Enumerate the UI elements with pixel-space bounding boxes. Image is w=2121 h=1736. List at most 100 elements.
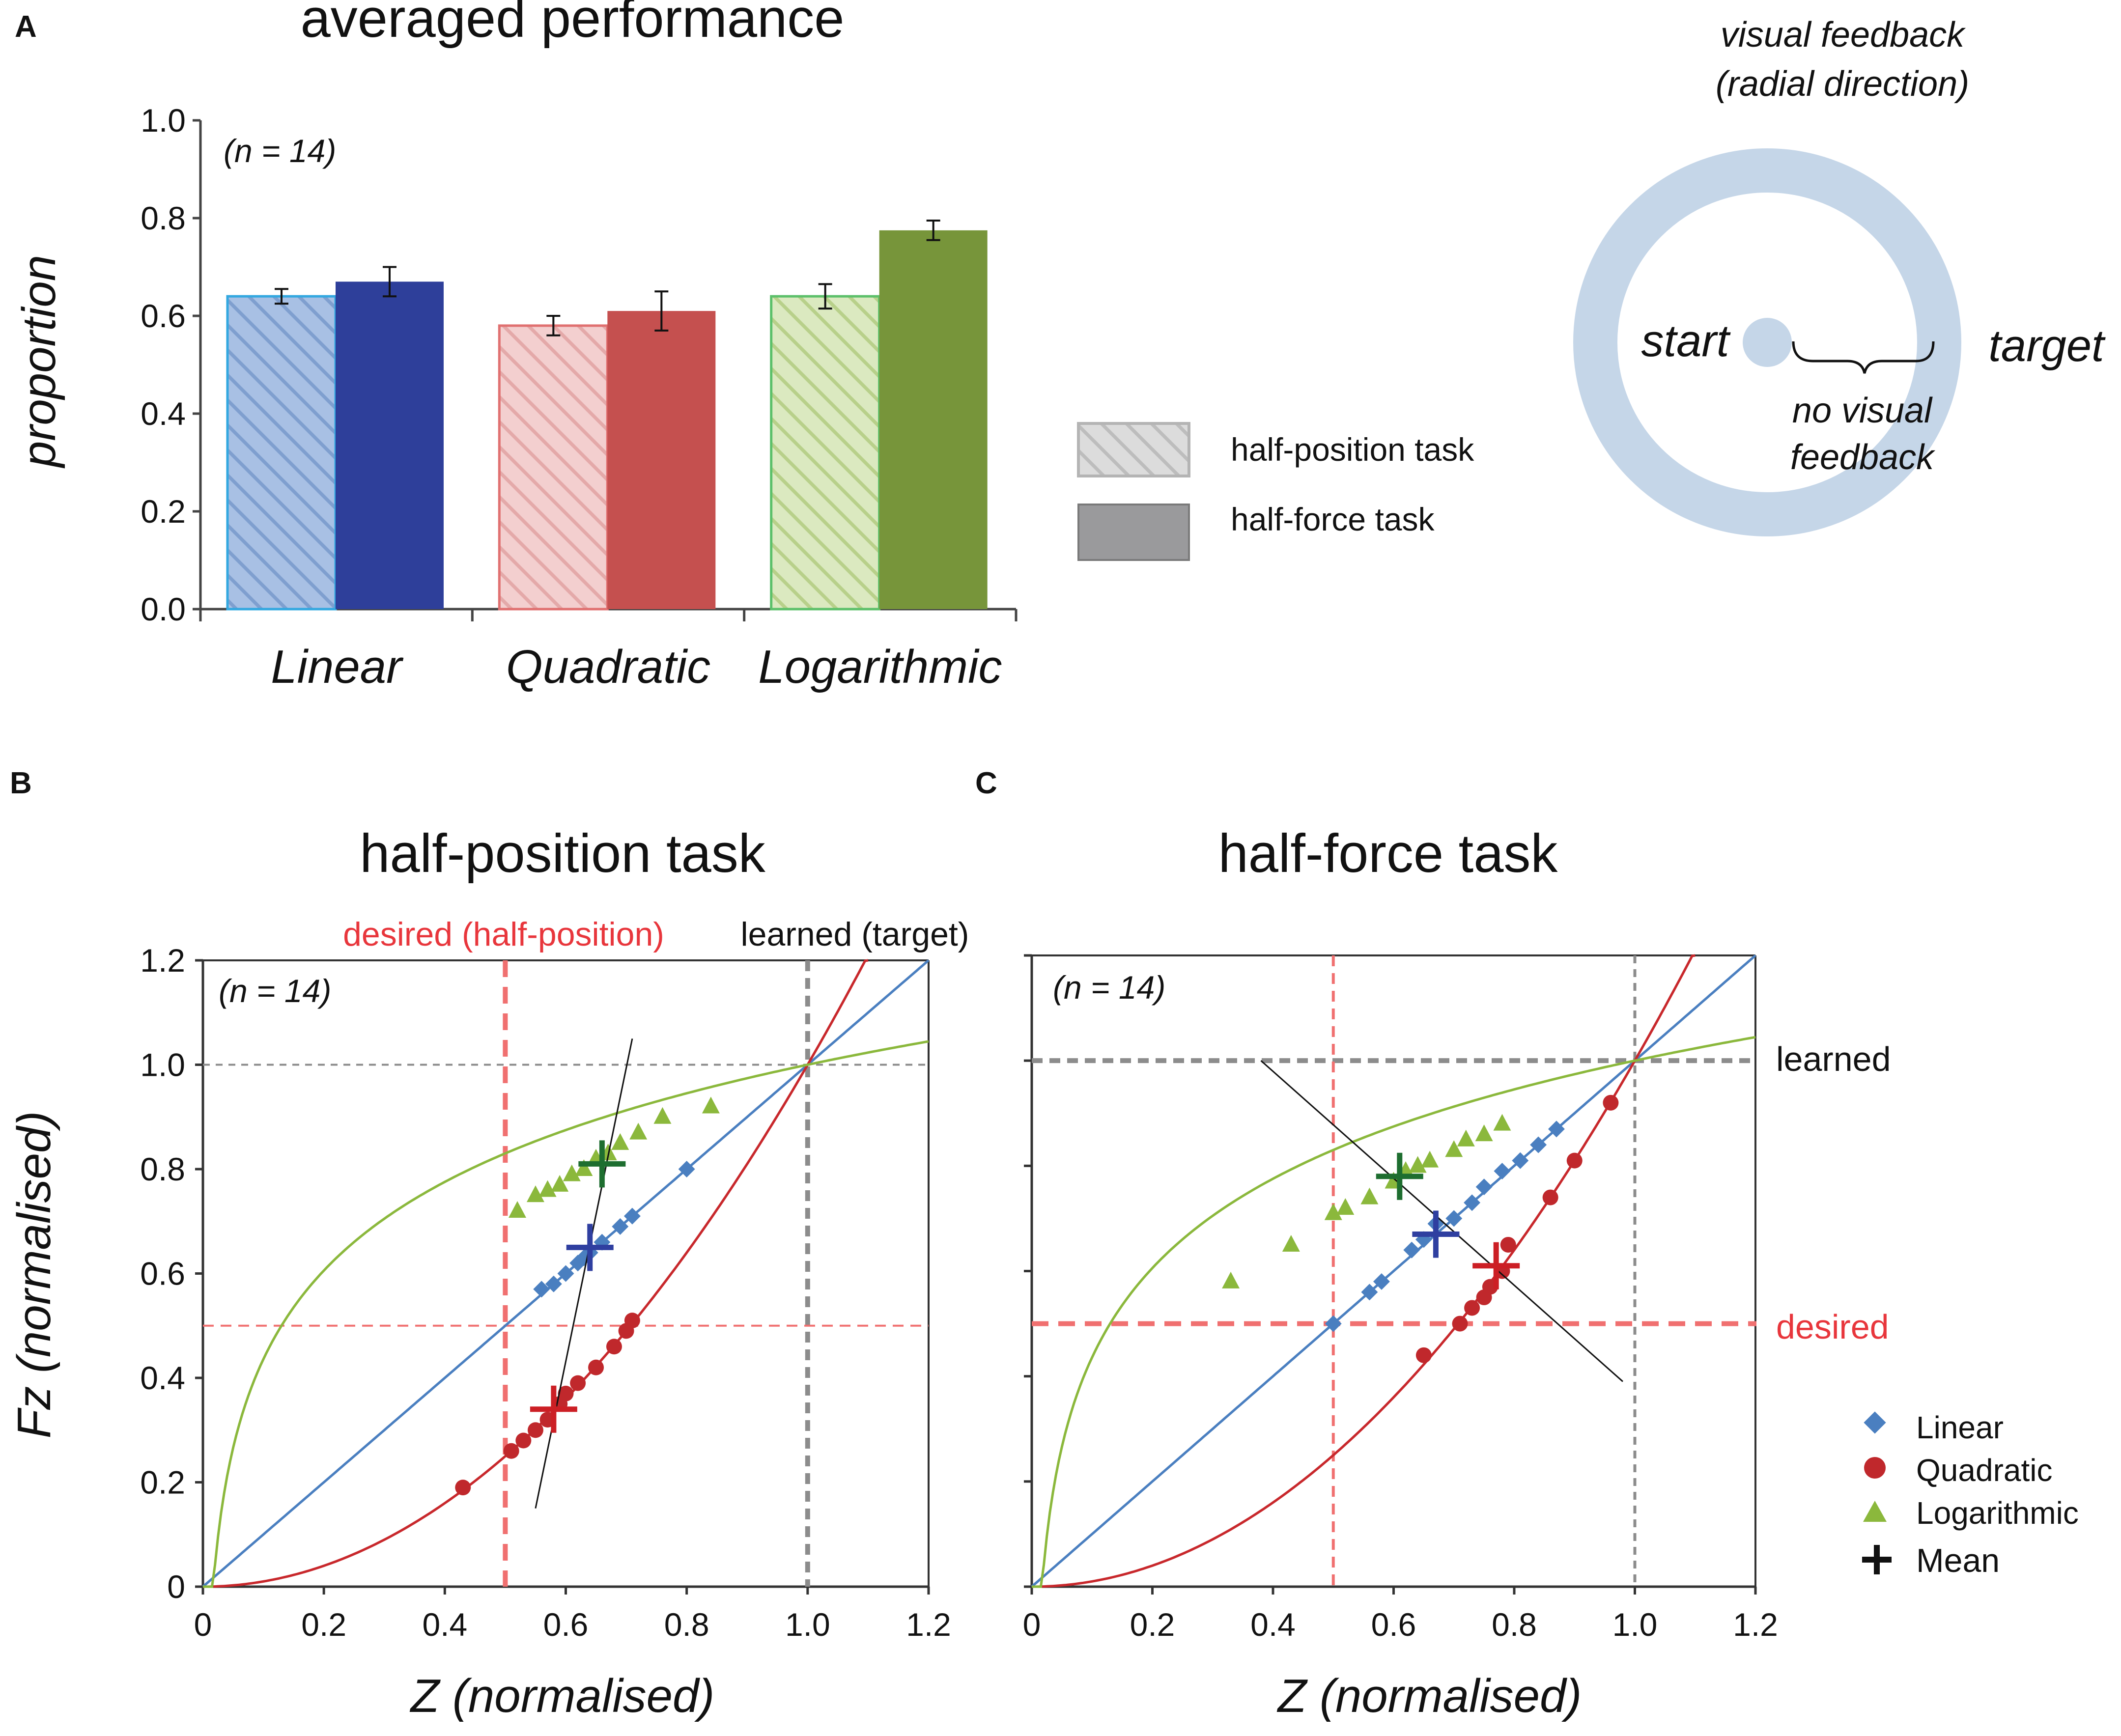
chart-b-xtick-label: 0.6 — [543, 1606, 589, 1643]
point-quadratic — [515, 1432, 532, 1449]
chart-b-ytick-label: 1.2 — [140, 942, 185, 979]
point-quadratic — [624, 1313, 640, 1329]
chart-a-category-label: Linear — [271, 641, 404, 693]
point-logarithmic — [1324, 1203, 1342, 1220]
no-feedback-brace — [1792, 341, 1935, 374]
point-logarithmic — [1493, 1114, 1511, 1131]
chart-a-category-label: Logarithmic — [758, 641, 1002, 693]
legend-marker-logarithmic — [1863, 1501, 1887, 1522]
point-logarithmic — [538, 1180, 557, 1197]
point-logarithmic — [1421, 1150, 1439, 1168]
point-linear — [1373, 1273, 1390, 1290]
chart-c-xlabel: Z (normalised) — [1277, 1670, 1582, 1722]
logarithmic-curve — [1032, 1036, 1756, 1588]
chart-b-ytick-label: 1.0 — [140, 1047, 185, 1083]
point-logarithmic — [1222, 1271, 1240, 1288]
point-linear — [1475, 1178, 1493, 1196]
point-logarithmic — [702, 1096, 720, 1114]
chart-c-xtick-label: 0.6 — [1371, 1606, 1416, 1643]
point-logarithmic — [1360, 1187, 1379, 1204]
point-quadratic — [1415, 1347, 1432, 1363]
quadratic-curve — [1032, 954, 1696, 1588]
legend-label-quadratic: Quadratic — [1916, 1453, 2052, 1488]
chart-c-xtick-label: 0.4 — [1250, 1606, 1296, 1643]
target-label: target — [1988, 321, 2106, 371]
chart-b-xtick-label: 0.8 — [664, 1606, 709, 1643]
legend-swatch-solid — [1077, 504, 1190, 561]
legend-label-half-force: half-force task — [1231, 501, 1435, 537]
chart-b-xtick-label: 1.0 — [785, 1606, 830, 1643]
chart-a-axes: 0.0 0.2 0.4 0.6 0.8 1.0 — [141, 102, 1018, 627]
point-quadratic — [588, 1359, 604, 1375]
no-feedback-line2: feedback — [1790, 438, 1936, 477]
chart-b-ytick-label: 0.8 — [140, 1151, 185, 1187]
point-linear — [1325, 1315, 1342, 1332]
chart-b-xtick-label: 0 — [194, 1606, 212, 1643]
point-linear — [1530, 1136, 1547, 1153]
legend-label-mean: Mean — [1916, 1542, 2000, 1579]
point-quadratic — [570, 1375, 586, 1391]
legend-label-half-position: half-position task — [1231, 431, 1474, 468]
point-linear — [678, 1161, 695, 1177]
chart-a-ylabel: proportion — [13, 255, 65, 469]
point-linear — [1403, 1241, 1420, 1259]
chart-c-legend: Linear Quadratic Logarithmic Mean — [1862, 1410, 2079, 1579]
chart-c-xtick-label: 0 — [1023, 1606, 1041, 1643]
diagram-title-line1: visual feedback — [1721, 15, 1966, 55]
chart-b-learned-label: learned (target) — [741, 916, 969, 953]
panel-a: A averaged performance (n = 14) proporti… — [13, 0, 1474, 693]
point-quadratic — [558, 1385, 574, 1401]
chart-b-xtick-label: 1.2 — [906, 1606, 951, 1643]
feedback-diagram: visual feedback (radial direction) start… — [1573, 15, 2106, 536]
point-linear — [533, 1281, 550, 1298]
chart-b-plot: 0 0.2 0.4 0.6 0.8 1.0 1.2 0 0.2 0.4 0.6 0.8 1.0 1.2 — [140, 942, 951, 1643]
point-logarithmic — [1336, 1198, 1355, 1215]
chart-a-ytick-label: 1.0 — [141, 102, 186, 139]
chart-b-xlabel: Z (normalised) — [410, 1670, 715, 1722]
bar-logarithmic-half-position — [770, 295, 881, 611]
point-logarithmic — [563, 1164, 581, 1181]
chart-c-learned-label: learned — [1776, 1040, 1891, 1078]
legend-label-linear: Linear — [1916, 1410, 2004, 1445]
point-logarithmic — [526, 1185, 544, 1203]
no-feedback-line1: no visual — [1792, 391, 1933, 430]
point-quadratic — [527, 1422, 543, 1438]
legend-marker-quadratic — [1864, 1457, 1886, 1479]
point-logarithmic — [1282, 1234, 1300, 1252]
chart-b-xtick-label: 0.4 — [422, 1606, 467, 1643]
point-quadratic — [1464, 1300, 1480, 1316]
chart-c-xtick-label: 1.2 — [1733, 1606, 1778, 1643]
bar-linear-half-force — [336, 281, 444, 609]
point-linear — [557, 1265, 574, 1282]
chart-c-fit-line — [1260, 1060, 1623, 1382]
point-quadratic — [1500, 1236, 1516, 1253]
chart-a-ytick-label: 0.4 — [141, 395, 186, 432]
chart-a-ytick-label: 0.8 — [141, 200, 186, 236]
chart-a-legend: half-position task half-force task — [1077, 422, 1474, 561]
logarithmic-curve — [203, 1040, 929, 1588]
chart-b-annotation: (n = 14) — [219, 973, 331, 1009]
chart-c-title: half-force task — [1218, 823, 1558, 884]
bar-quadratic-half-force — [607, 311, 716, 609]
point-linear — [1512, 1152, 1529, 1169]
chart-a-category-label: Quadratic — [506, 641, 710, 693]
chart-b-ytick-label: 0.4 — [140, 1360, 185, 1396]
diagram-title-line2: (radial direction) — [1716, 64, 1969, 104]
point-linear — [1361, 1284, 1378, 1301]
point-quadratic — [606, 1339, 622, 1355]
chart-c-xtick-label: 1.0 — [1612, 1606, 1658, 1643]
chart-a-ytick-label: 0.2 — [141, 493, 186, 530]
point-quadratic — [1542, 1189, 1558, 1205]
point-logarithmic — [653, 1107, 672, 1124]
point-logarithmic — [551, 1175, 569, 1192]
point-logarithmic — [1445, 1140, 1463, 1157]
chart-b-fit-line — [535, 1038, 633, 1509]
bar-logarithmic-half-force — [879, 230, 988, 609]
chart-a-bars — [226, 219, 988, 611]
feedback-ring — [1573, 148, 1961, 536]
bar-quadratic-half-position — [498, 324, 609, 611]
legend-swatch-hatched — [1077, 422, 1190, 477]
panel-c: C half-force task (n = 14) learned desir… — [975, 766, 2079, 1722]
point-quadratic — [1566, 1152, 1583, 1169]
